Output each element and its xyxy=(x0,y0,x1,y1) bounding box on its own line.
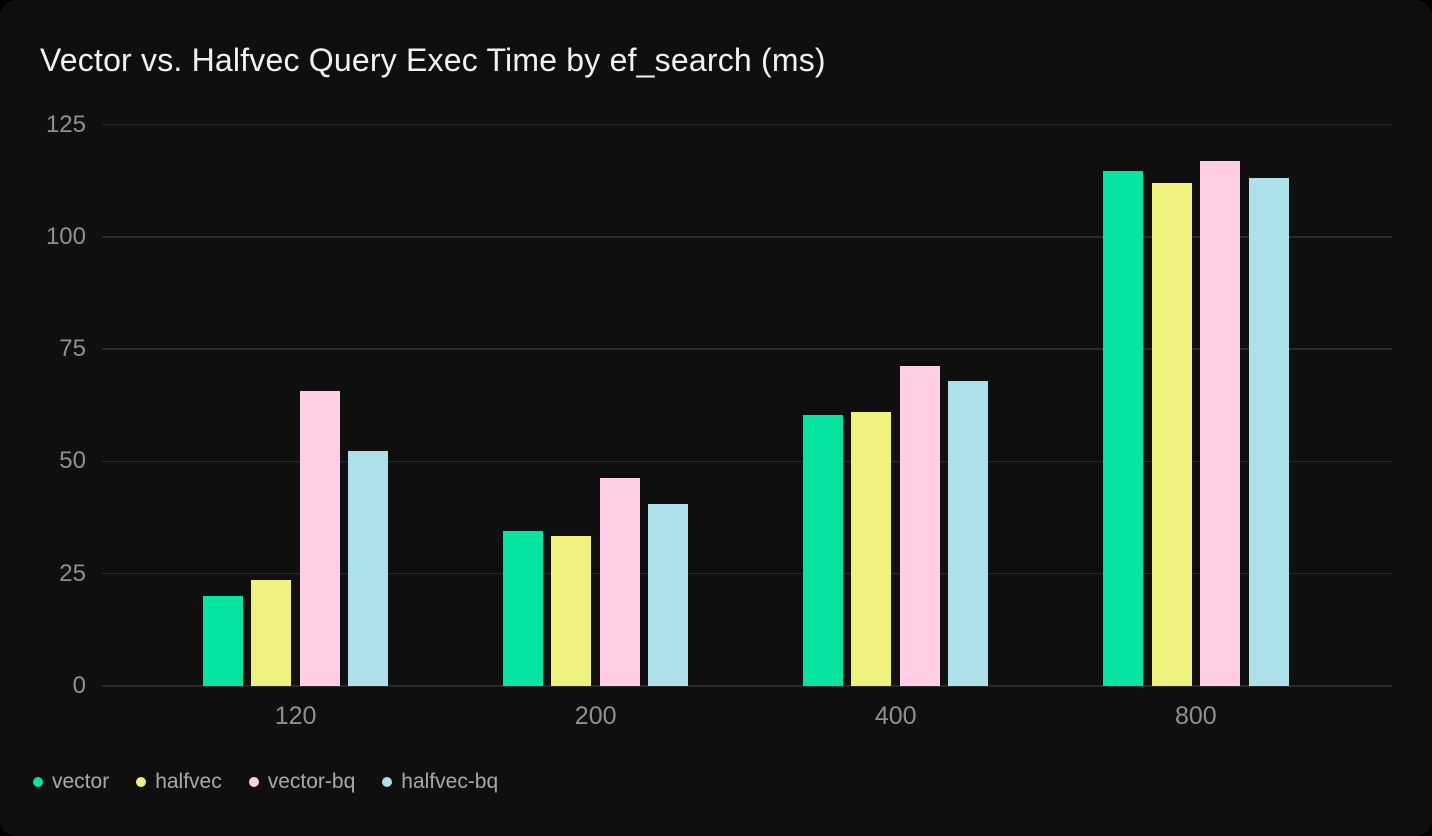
legend-item-halfvec[interactable]: halfvec xyxy=(136,770,222,794)
legend-label: halfvec-bq xyxy=(401,770,499,793)
bar-halfvec-200 xyxy=(551,535,592,686)
gridline-y-100 xyxy=(102,236,1392,238)
x-axis-tick-label: 200 xyxy=(574,702,617,730)
bar-halfvec-800 xyxy=(1151,182,1192,686)
bar-halfvec-400 xyxy=(851,411,892,686)
legend-dot-icon xyxy=(382,777,393,787)
gridline-y-25 xyxy=(102,572,1392,575)
chart-legend: vector halfvec vector-bq halfvec-bq xyxy=(33,770,498,794)
bar-vector-bq-800 xyxy=(1200,161,1241,686)
bar-halfvec-bq-200 xyxy=(648,503,689,686)
x-axis-tick-label: 400 xyxy=(874,702,917,730)
gridline-y-50 xyxy=(102,460,1392,463)
legend-label: halfvec xyxy=(155,770,222,793)
y-axis-tick-label: 50 xyxy=(59,447,86,475)
gridline-y-125 xyxy=(102,123,1392,126)
y-axis-tick-label: 75 xyxy=(59,335,86,363)
bar-halfvec-bq-800 xyxy=(1248,177,1289,686)
legend-dot-icon xyxy=(248,777,259,787)
bar-vector-400 xyxy=(802,415,843,686)
y-axis-tick-label: 25 xyxy=(59,559,86,587)
legend-item-vector[interactable]: vector xyxy=(33,770,109,794)
bar-halfvec-bq-400 xyxy=(948,381,989,686)
x-axis-tick-label: 800 xyxy=(1174,702,1217,730)
legend-label: vector-bq xyxy=(267,770,356,793)
bar-vector-bq-200 xyxy=(599,477,640,686)
chart-title: Vector vs. Halfvec Query Exec Time by ef… xyxy=(40,42,826,78)
legend-item-vector-bq[interactable]: vector-bq xyxy=(248,770,356,794)
legend-dot-icon xyxy=(136,777,147,787)
y-axis-tick-label: 0 xyxy=(72,672,86,699)
gridline-y-0 xyxy=(102,685,1392,687)
gridline-y-75 xyxy=(102,348,1392,350)
legend-label: vector xyxy=(52,770,110,793)
bar-vector-800 xyxy=(1103,171,1144,686)
bar-vector-200 xyxy=(502,531,543,686)
bar-halfvec-120 xyxy=(251,579,292,686)
y-axis-tick-label: 100 xyxy=(45,222,86,250)
bar-vector-120 xyxy=(202,595,243,686)
y-axis-tick-label: 125 xyxy=(45,110,86,138)
x-axis-tick-label: 120 xyxy=(274,702,317,730)
bar-vector-bq-400 xyxy=(899,366,940,686)
bar-halfvec-bq-120 xyxy=(348,451,389,686)
legend-dot-icon xyxy=(33,777,43,787)
legend-item-halfvec-bq[interactable]: halfvec-bq xyxy=(382,770,498,794)
bar-vector-bq-120 xyxy=(299,391,340,686)
